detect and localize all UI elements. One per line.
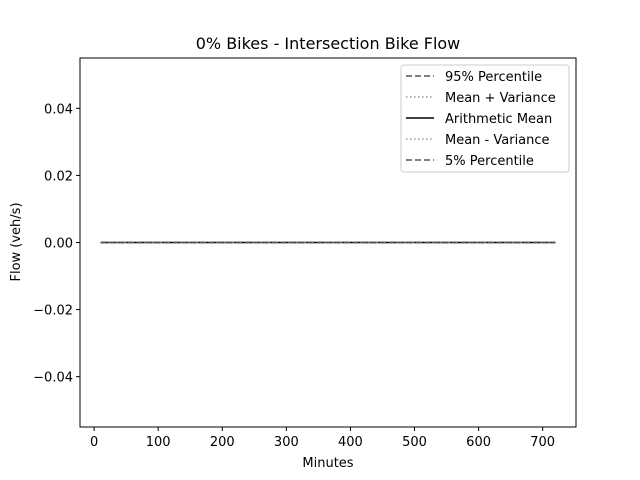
- legend-entry: Mean - Variance: [445, 133, 550, 148]
- legend-entry: Arithmetic Mean: [445, 112, 552, 127]
- x-tick-label: 300: [274, 435, 299, 450]
- y-tick-label: 0.02: [44, 169, 73, 184]
- legend: 95% Percentile Mean + Variance Arithmetic …: [400, 64, 570, 173]
- y-tick-label: 0.00: [44, 237, 73, 252]
- y-axis: −0.04 −0.02 0.00 0.02 0.04: [33, 102, 80, 386]
- x-axis-label: Minutes: [302, 456, 353, 471]
- y-tick-label: −0.02: [33, 304, 73, 319]
- legend-entry: 95% Percentile: [445, 70, 542, 85]
- y-axis-label: Flow (veh/s): [9, 202, 24, 281]
- x-tick-label: 700: [530, 435, 555, 450]
- x-axis: 0 100 200 300 400 500 600 700: [90, 427, 555, 450]
- x-tick-label: 500: [402, 435, 427, 450]
- x-tick-label: 200: [210, 435, 235, 450]
- y-tick-label: −0.04: [33, 371, 73, 386]
- x-tick-label: 0: [90, 435, 98, 450]
- legend-entry: Mean + Variance: [445, 91, 556, 106]
- legend-box: [400, 64, 570, 173]
- legend-entry: 5% Percentile: [445, 154, 534, 169]
- chart-title: 0% Bikes - Intersection Bike Flow: [196, 34, 461, 53]
- x-tick-label: 400: [338, 435, 363, 450]
- y-tick-label: 0.04: [44, 102, 73, 117]
- x-tick-label: 100: [146, 435, 171, 450]
- x-tick-label: 600: [466, 435, 491, 450]
